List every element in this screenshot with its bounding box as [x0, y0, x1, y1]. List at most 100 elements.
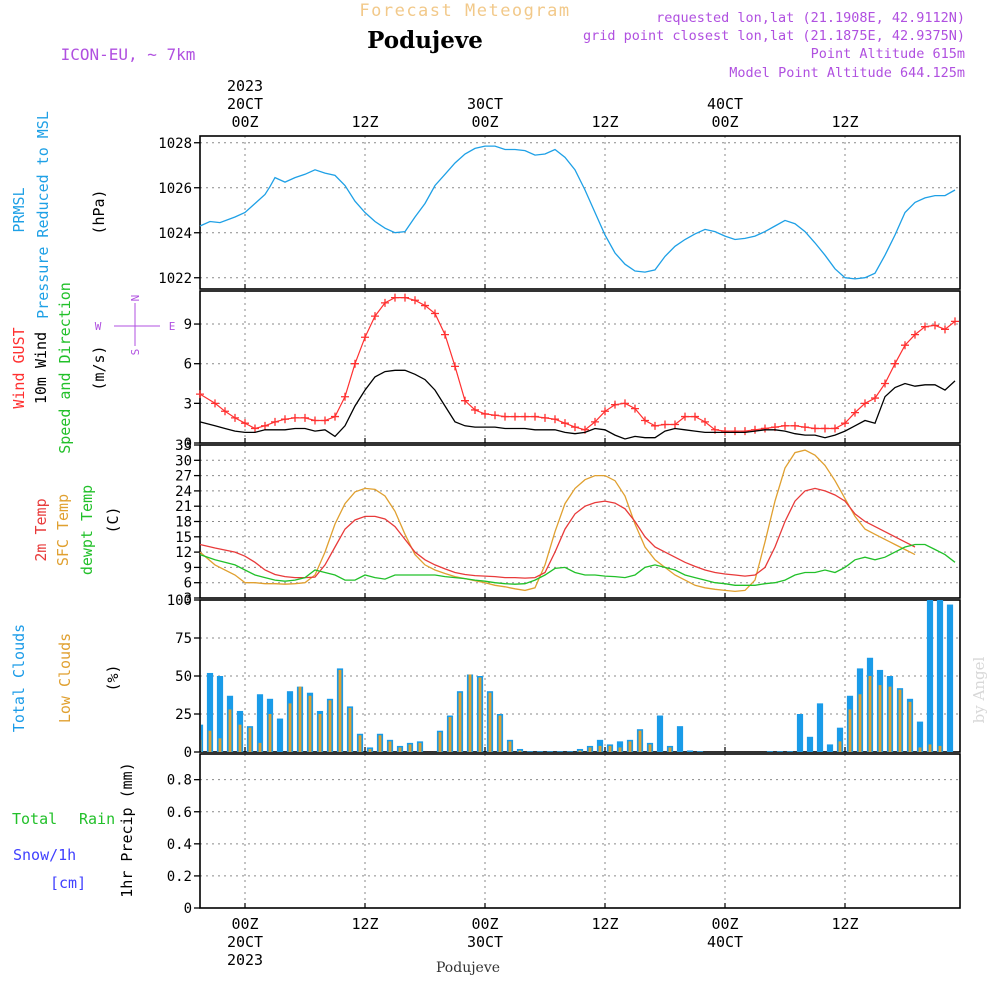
y-tick-label: 30	[175, 453, 192, 469]
low-cloud-bar	[668, 747, 672, 752]
precip-label-snow: Snow/1h	[13, 846, 76, 864]
gust-marker	[281, 415, 289, 424]
total-cloud-bar	[946, 604, 954, 752]
time-label-top: 12Z	[831, 113, 858, 131]
gust-marker	[781, 421, 789, 430]
gust-marker	[881, 379, 889, 388]
y-tick-label: 1022	[158, 271, 192, 287]
low-cloud-bar	[888, 686, 892, 752]
total-cloud-bar	[936, 600, 944, 752]
y-tick-label: 9	[184, 317, 192, 333]
low-cloud-bar	[318, 714, 322, 752]
gust-marker	[331, 412, 339, 421]
low-cloud-bar	[458, 692, 462, 752]
clouds-label-unit: (%)	[104, 664, 122, 691]
total-cloud-bar	[556, 751, 564, 752]
low-cloud-bar	[358, 735, 362, 752]
gust-marker	[311, 416, 319, 425]
time-label-bottom: 12Z	[831, 915, 858, 933]
location-title: Podujeve	[367, 27, 483, 54]
wind-frame	[199, 290, 961, 444]
gust-marker	[231, 413, 239, 422]
sfc-temp-line	[199, 449, 916, 593]
gust-marker	[341, 392, 349, 401]
low-cloud-bar	[398, 747, 402, 752]
precip-frame	[199, 753, 961, 909]
gust-marker	[901, 341, 909, 350]
low-cloud-bar	[268, 714, 272, 752]
y-tick-label: 9	[184, 560, 192, 576]
pressure-line	[199, 145, 956, 280]
low-cloud-bar	[408, 744, 412, 752]
gust-marker	[941, 325, 949, 334]
precip-label-total: Total	[12, 810, 57, 828]
time-label-top: 2023	[227, 77, 263, 95]
model-name: ICON-EU, ~ 7km	[61, 45, 196, 64]
low-cloud-bar	[588, 747, 592, 752]
low-cloud-bar	[898, 689, 902, 752]
gust-marker	[441, 330, 449, 339]
gust-marker	[731, 427, 739, 436]
precip-panel: 0 0.2 0.4 0.6 0.8	[167, 753, 961, 917]
gust-marker	[561, 419, 569, 428]
time-label-top: 40CT	[707, 95, 743, 113]
gust-marker	[821, 424, 829, 433]
low-cloud-bar	[868, 676, 872, 752]
grid-point-coords: grid point closest lon,lat (21.1875E, 42…	[583, 28, 965, 44]
low-cloud-bar	[208, 730, 212, 752]
compass-south: S	[129, 349, 142, 356]
temp-label-2m: 2m Temp	[32, 498, 50, 561]
low-cloud-bar	[308, 695, 312, 752]
gust-marker	[921, 322, 929, 331]
total-cloud-bar	[686, 750, 694, 752]
gust-marker	[721, 427, 729, 436]
time-label-top: 00Z	[711, 113, 738, 131]
y-tick-label: 1024	[158, 226, 192, 242]
wind-label-unit: (m/s)	[90, 345, 108, 390]
requested-coords: requested lon,lat (21.1908E, 42.9112N)	[656, 10, 965, 26]
panels: 1022102410261028036936912151821242730330…	[158, 135, 961, 917]
low-cloud-bar	[518, 750, 522, 752]
gust-marker	[751, 425, 759, 434]
gust-marker	[841, 419, 849, 428]
total-cloud-bar	[276, 718, 284, 752]
pressure-frame	[199, 135, 961, 290]
compass-icon: W E N S	[95, 295, 176, 356]
gust-marker	[421, 301, 429, 310]
gust-marker	[851, 408, 859, 417]
temp-label-sfc: SFC Temp	[54, 494, 72, 566]
low-cloud-bar	[418, 742, 422, 752]
y-tick-label: 24	[175, 484, 192, 500]
y-tick-label: 50	[175, 669, 192, 685]
low-cloud-bar	[838, 741, 842, 752]
y-tick-label: 0	[184, 901, 192, 917]
wind-label-gust: Wind GUST	[10, 327, 28, 408]
gust-marker	[431, 309, 439, 318]
total-cloud-bar	[536, 751, 544, 752]
y-tick-label: 0	[184, 745, 192, 761]
gust-marker	[741, 427, 749, 436]
low-cloud-bar	[448, 717, 452, 752]
gust-marker	[871, 394, 879, 403]
low-cloud-bar	[248, 727, 252, 752]
y-tick-label: 21	[175, 499, 192, 515]
low-cloud-bar	[848, 709, 852, 752]
low-cloud-bar	[598, 745, 602, 752]
y-tick-label: 1028	[158, 136, 192, 152]
time-label-top: 00Z	[231, 113, 258, 131]
total-cloud-bar	[256, 694, 264, 752]
clouds-label-low: Low Clouds	[56, 633, 74, 723]
gust-marker	[611, 400, 619, 409]
gust-marker	[951, 317, 959, 326]
gust-marker	[701, 417, 709, 426]
gust-marker	[471, 405, 479, 414]
low-cloud-bar	[508, 741, 512, 752]
low-cloud-bar	[578, 750, 582, 752]
gust-marker	[601, 407, 609, 416]
temp-label-dewpt: dewpt Temp	[78, 485, 96, 575]
low-cloud-bar	[618, 747, 622, 752]
pressure-label-name: Pressure Reduced to MSL	[34, 111, 52, 319]
gust-marker	[891, 359, 899, 368]
